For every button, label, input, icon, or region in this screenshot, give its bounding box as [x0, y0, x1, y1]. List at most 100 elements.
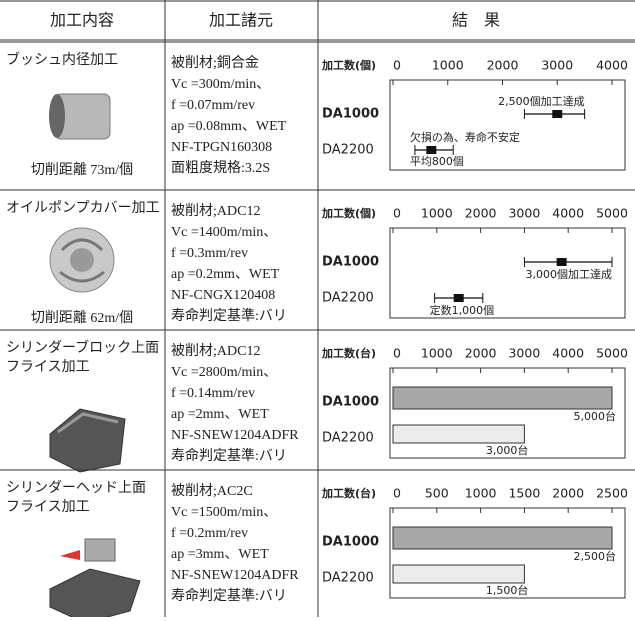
- spec: f =0.3mm/rev: [171, 246, 248, 261]
- spec: ap =0.08mm、WET: [171, 119, 287, 134]
- distance: 切削距離 73m/個: [31, 161, 133, 178]
- marker: [556, 258, 567, 266]
- x-tick-label: 1000: [465, 486, 497, 501]
- value-label: 3,000台: [486, 443, 529, 457]
- spec: Vc =1500m/min、: [171, 505, 277, 520]
- x-tick-label: 2000: [465, 206, 497, 221]
- marker: [426, 146, 437, 154]
- bar: [392, 386, 613, 410]
- value-label: 2,500台: [574, 549, 617, 563]
- x-tick-label: 0: [393, 346, 401, 361]
- x-tick-label: 3000: [541, 58, 573, 73]
- category-label: DA2200: [322, 571, 374, 586]
- x-tick-label: 3000: [508, 346, 540, 361]
- spec: NF-TPGN160308: [171, 140, 272, 155]
- spec: f =0.14mm/rev: [171, 386, 255, 401]
- spec: 被削材;銅合金: [171, 55, 259, 71]
- image: [70, 248, 94, 272]
- item-name: ブッシュ内径加工: [6, 51, 118, 68]
- x-tick-label: 2000: [487, 58, 519, 73]
- distance: 切削距離 62m/個: [31, 309, 133, 326]
- bar: [392, 526, 613, 550]
- x-tick-label: 1500: [508, 486, 540, 501]
- marker: [453, 294, 464, 302]
- x-tick-label: 1000: [421, 346, 453, 361]
- category-label: DA1000: [322, 107, 379, 122]
- bar: [392, 424, 525, 444]
- annotation: 3,000個加工達成: [526, 268, 613, 281]
- spec: NF-SNEW1204ADFR: [171, 428, 299, 443]
- plot-frame: [389, 227, 626, 319]
- spec: ap =0.2mm、WET: [171, 267, 280, 282]
- x-tick-label: 0: [393, 486, 401, 501]
- x-tick-label: 2000: [552, 486, 584, 501]
- spec: 寿命判定基準:バリ: [171, 587, 287, 604]
- image: [57, 412, 119, 434]
- category-label: DA1000: [322, 395, 379, 410]
- item-name: オイルポンプカバー加工: [6, 200, 160, 216]
- spec: Vc =1400m/min、: [171, 225, 277, 240]
- spec: NF-SNEW1204ADFR: [171, 568, 299, 583]
- item-name: フライス加工: [6, 499, 90, 515]
- x-tick-label: 1000: [432, 58, 464, 73]
- spec: 寿命判定基準:バリ: [171, 307, 287, 324]
- image: [49, 408, 126, 473]
- value-label: 1,500台: [486, 583, 529, 597]
- annotation: 定数1,000個: [430, 303, 495, 317]
- axis-label: 加工数(台): [321, 346, 376, 360]
- x-tick-label: 2500: [596, 486, 628, 501]
- x-tick-label: 4000: [552, 206, 584, 221]
- category-label: DA2200: [322, 431, 374, 446]
- spec: 被削材;AC2C: [171, 483, 253, 499]
- category-label: DA1000: [322, 535, 379, 550]
- spec: Vc =300m/min、: [171, 77, 270, 92]
- spec: f =0.2mm/rev: [171, 526, 248, 541]
- image: [49, 568, 141, 621]
- plot-frame: [389, 367, 626, 459]
- x-tick-label: 2000: [465, 346, 497, 361]
- spec: 面粗度規格:3.2S: [171, 160, 270, 176]
- x-tick-label: 3000: [508, 206, 540, 221]
- spec: Vc =2800m/min、: [171, 365, 277, 380]
- category-label: DA2200: [322, 291, 374, 306]
- item-name: フライス加工: [6, 359, 90, 375]
- annotation: 平均800個: [410, 155, 464, 168]
- category-label: DA2200: [322, 143, 374, 158]
- header: 加工内容: [50, 11, 114, 30]
- annotation: 2,500個加工達成: [498, 95, 585, 108]
- x-tick-label: 0: [393, 206, 401, 221]
- axis-label: 加工数(台): [321, 486, 376, 500]
- bar: [392, 564, 525, 584]
- item-name: シリンダーブロック上面: [6, 339, 159, 356]
- spec: 被削材;ADC12: [171, 343, 260, 359]
- plot-frame: [389, 507, 626, 599]
- x-tick-label: 4000: [552, 346, 584, 361]
- image: [49, 94, 65, 138]
- header: 結 果: [452, 11, 500, 30]
- spec: 寿命判定基準:バリ: [171, 447, 287, 464]
- spec: ap =3mm、WET: [171, 547, 269, 562]
- item-name: シリンダーヘッド上面: [6, 480, 146, 496]
- image: [84, 538, 116, 562]
- value-label: 5,000台: [574, 409, 617, 423]
- image: [59, 238, 105, 283]
- spec: 被削材;ADC12: [171, 203, 260, 219]
- x-tick-label: 0: [393, 58, 401, 73]
- spec: f =0.07mm/rev: [171, 98, 255, 113]
- annotation: 欠損の為、寿命不安定: [410, 130, 520, 144]
- header: 加工諸元: [209, 11, 273, 30]
- marker: [552, 110, 563, 118]
- axis-label: 加工数(個): [321, 58, 376, 72]
- image: [60, 550, 80, 560]
- x-tick-label: 5000: [596, 206, 628, 221]
- x-tick-label: 1000: [421, 206, 453, 221]
- x-tick-label: 5000: [596, 346, 628, 361]
- axis-label: 加工数(個): [321, 206, 376, 220]
- spec: ap =2mm、WET: [171, 407, 269, 422]
- category-label: DA1000: [322, 255, 379, 270]
- spec: NF-CNGX120408: [171, 288, 275, 303]
- plot-frame: [389, 79, 626, 171]
- x-tick-label: 500: [425, 486, 449, 501]
- x-tick-label: 4000: [596, 58, 628, 73]
